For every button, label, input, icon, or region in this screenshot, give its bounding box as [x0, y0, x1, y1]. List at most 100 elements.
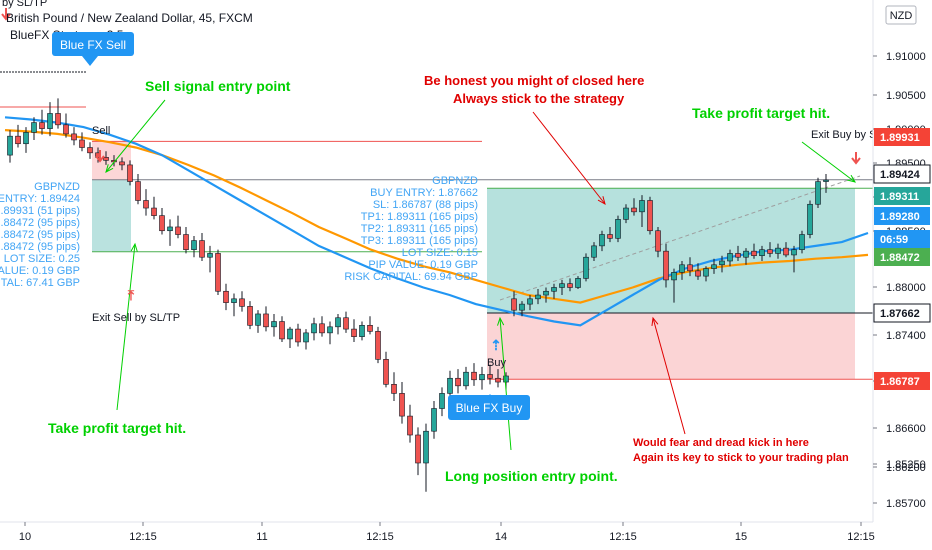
candle-body: [359, 325, 365, 337]
tp-a-price-label: 1.89311: [880, 191, 919, 203]
candle: [615, 215, 621, 243]
candle: [39, 109, 45, 135]
candle-body: [791, 249, 797, 256]
candle: [583, 253, 589, 282]
arrow-tp-right-shaft: [801, 141, 856, 183]
candle-body: [103, 157, 109, 161]
candle: [103, 151, 109, 165]
y-tick-label: 1.85250: [886, 459, 926, 471]
candle: [135, 174, 141, 205]
note-honest-1: Be honest you might of closed here: [424, 73, 644, 88]
candle-body: [767, 249, 773, 254]
candle-body: [439, 393, 445, 409]
arrow-sell-entry: [105, 99, 166, 173]
time-axis[interactable]: [0, 522, 873, 550]
candle: [783, 242, 789, 258]
candle-body: [127, 164, 133, 182]
candle-body: [39, 122, 45, 129]
bluefx-sell-button[interactable]: Blue FX Sell: [52, 32, 134, 66]
sell-tp-price-label-bg: [874, 248, 930, 266]
arrow-sell-entry-shaft: [105, 99, 166, 173]
x-tick-label: 12:15: [129, 531, 157, 543]
ema-fast-line: [4, 116, 869, 327]
buy-info-line: GBPNZD: [432, 175, 478, 187]
candle-body: [279, 321, 285, 340]
candle: [431, 400, 437, 439]
arrow-tp-left: [116, 242, 138, 411]
candle: [703, 266, 709, 282]
candle-body: [711, 264, 717, 269]
x-tick-label: 12:15: [609, 531, 637, 543]
y-tick-label: 1.90500: [886, 90, 926, 102]
candle: [695, 263, 701, 280]
buy-entry-price-label: 1.87662: [880, 308, 920, 320]
arrow-long-entry: [497, 316, 512, 451]
candle-body: [351, 328, 357, 337]
candle-body: [135, 181, 141, 201]
candle: [423, 423, 429, 492]
candle-body: [375, 331, 381, 360]
arrow-honest: [532, 111, 606, 206]
trend-dashed-line: [499, 175, 861, 301]
arrow-long-entry-head: [497, 316, 505, 326]
candle-body: [631, 207, 637, 213]
candle-body: [655, 230, 661, 252]
candle: [495, 369, 501, 388]
candle-body: [79, 139, 85, 148]
y-tick-label: 1.85700: [886, 498, 926, 510]
candle: [455, 369, 461, 394]
candle-body: [143, 200, 149, 209]
candle-body: [343, 317, 349, 330]
candle: [527, 295, 533, 311]
candle: [15, 124, 21, 148]
note-sell-entry: Sell signal entry point: [145, 78, 291, 94]
candle: [383, 351, 389, 388]
candle: [551, 283, 557, 299]
symbol-title: British Pound / New Zealand Dollar, 45, …: [6, 11, 253, 25]
y-tick-label: 1.87400: [886, 330, 926, 342]
candle: [407, 404, 413, 443]
exit-buy-label: Exit Buy by S: [811, 129, 876, 141]
current-price-label-bg: [873, 164, 931, 184]
candle: [751, 243, 757, 259]
candle: [487, 364, 493, 385]
candle-body: [447, 377, 453, 394]
candle-body: [423, 430, 429, 464]
candle: [511, 291, 517, 317]
candle-body: [175, 226, 181, 235]
candle-body: [775, 247, 781, 254]
buy-info-line: LOT SIZE: 0.15: [402, 247, 478, 259]
arrow-honest-shaft: [532, 111, 606, 205]
candle-body: [159, 215, 165, 232]
exit-sell-label: Exit Sell by SL/TP: [92, 312, 180, 324]
y-tick-label: 1.88000: [886, 282, 926, 294]
currency-badge[interactable]: [885, 5, 917, 25]
candle-body: [31, 122, 37, 133]
candle-body: [239, 298, 245, 307]
candle: [631, 198, 637, 216]
candle-body: [287, 328, 293, 340]
candle: [87, 142, 93, 159]
candle: [79, 132, 85, 152]
x-tick-label: 14: [495, 531, 507, 543]
candle: [367, 316, 373, 335]
candle: [223, 283, 229, 311]
y-tick-label: 1.91000: [886, 51, 926, 63]
candle-body: [335, 317, 341, 328]
candle-body: [199, 240, 205, 258]
candle: [167, 219, 173, 246]
candle: [271, 313, 277, 337]
candle: [143, 189, 149, 216]
candle-body: [399, 393, 405, 417]
candle-body: [511, 298, 517, 311]
top-exit-marker: [1, 8, 11, 21]
candle: [767, 242, 773, 258]
bluefx-buy-button[interactable]: Blue FX Buy: [448, 394, 530, 420]
exit-sell-marker: ⤒: [127, 287, 135, 303]
tp-a-price-label-bg: [874, 187, 930, 205]
candle: [23, 127, 29, 153]
buy-info-line: TP1: 1.89311 (165 pips): [361, 211, 478, 223]
exit-buy-marker: [851, 152, 861, 165]
